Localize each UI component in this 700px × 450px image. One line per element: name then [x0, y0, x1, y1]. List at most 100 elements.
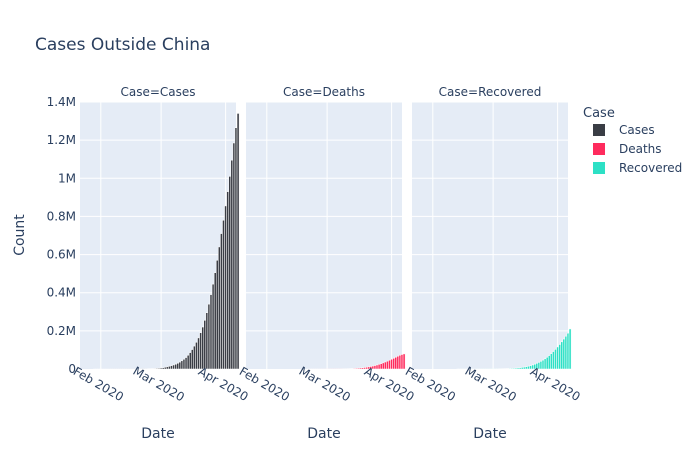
y-tick-label: 0: [68, 362, 76, 376]
legend-swatch-deaths: [593, 143, 605, 155]
bar: [184, 357, 188, 370]
bar: [388, 359, 391, 370]
bar: [361, 367, 364, 370]
bar: [232, 142, 236, 370]
bar: [568, 328, 572, 370]
bar: [518, 367, 522, 370]
x-tick-label: Mar 2020: [297, 364, 353, 405]
bar: [172, 364, 175, 370]
x-axis-title: Date: [307, 426, 340, 442]
plot-background: [412, 102, 568, 369]
bar: [218, 246, 221, 370]
chart-title: Cases Outside China: [35, 35, 210, 55]
y-tick-label: 1M: [58, 171, 76, 185]
bar: [384, 361, 387, 370]
bar: [390, 359, 393, 370]
bar: [525, 366, 528, 370]
x-axis-title: Date: [473, 426, 506, 442]
bar: [386, 360, 389, 370]
legend-title: Case: [583, 106, 615, 121]
bar: [213, 272, 217, 370]
y-tick-label: 0.8M: [47, 209, 76, 223]
bar: [170, 365, 173, 370]
bar: [402, 353, 406, 370]
facet-label: Case=Deaths: [283, 85, 365, 99]
bar: [560, 341, 564, 370]
bar: [400, 354, 404, 370]
bar: [236, 113, 240, 370]
legend-swatch-cases: [593, 124, 605, 136]
bar: [377, 364, 381, 370]
bar: [186, 355, 190, 370]
bar: [508, 368, 512, 370]
y-tick-label: 0.2M: [47, 324, 76, 338]
bar: [354, 368, 358, 370]
bar: [566, 332, 570, 370]
bar: [558, 344, 561, 370]
bar: [155, 368, 159, 370]
bar: [550, 353, 553, 370]
bar: [396, 355, 400, 370]
bar: [357, 367, 360, 370]
bar: [230, 159, 234, 370]
y-axis-title: Count: [12, 214, 28, 256]
bar: [188, 352, 192, 370]
bar: [168, 366, 171, 370]
x-tick-label: Feb 2020: [71, 364, 126, 404]
bar: [552, 351, 555, 370]
bar: [166, 366, 169, 370]
bar: [523, 366, 526, 370]
bar: [215, 260, 219, 370]
bar: [543, 358, 547, 370]
bar: [392, 358, 395, 370]
bar: [228, 176, 232, 370]
bar: [547, 355, 551, 370]
bar: [176, 363, 180, 370]
x-tick-label: Apr 2020: [528, 364, 583, 404]
bar: [527, 365, 530, 370]
bar: [161, 367, 165, 370]
bar: [195, 342, 198, 370]
x-tick-label: Mar 2020: [463, 364, 519, 405]
legend-label-deaths: Deaths: [619, 142, 662, 156]
bar: [556, 346, 559, 370]
facet-label: Case=Cases: [120, 85, 195, 99]
bar: [203, 320, 207, 370]
bar: [510, 368, 514, 370]
bar: [564, 335, 568, 370]
bar: [234, 127, 238, 370]
bar: [398, 355, 402, 370]
bar: [201, 326, 205, 370]
bar: [562, 338, 566, 370]
bar: [182, 359, 186, 370]
bar: [520, 367, 524, 370]
bar: [199, 332, 202, 370]
bar: [359, 367, 362, 370]
bar: [554, 349, 557, 370]
bar: [193, 345, 196, 370]
y-tick-label: 1.4M: [47, 95, 76, 109]
bar: [226, 191, 229, 370]
bar: [545, 357, 549, 370]
bar: [379, 363, 383, 370]
bar: [209, 294, 213, 370]
bar: [174, 363, 177, 370]
bar: [514, 367, 518, 370]
bar: [157, 367, 161, 370]
bar: [159, 367, 163, 370]
bar: [178, 361, 182, 370]
legend-label-cases: Cases: [619, 123, 655, 137]
facet-label: Case=Recovered: [439, 85, 542, 99]
y-tick-label: 1.2M: [47, 133, 76, 147]
bar: [220, 233, 223, 370]
bar: [224, 205, 227, 370]
bar: [512, 367, 516, 370]
legend-swatch-recovered: [593, 162, 605, 174]
bar: [191, 349, 194, 370]
bar: [516, 367, 520, 370]
